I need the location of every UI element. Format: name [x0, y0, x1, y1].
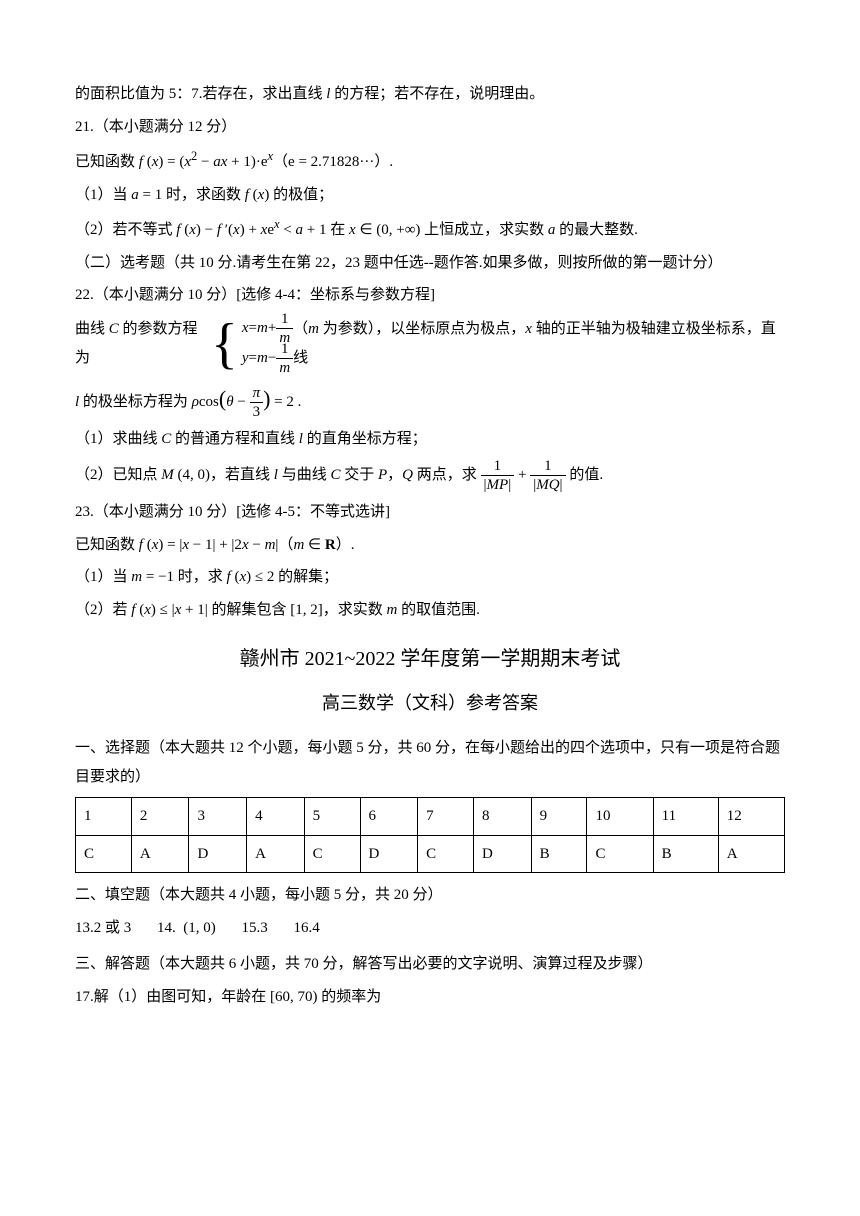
fb-13: 13.2 或 3	[75, 920, 131, 936]
q21-function: 已知函数 f (x) = (x2 − ax + 1)·ex（e = 2.7182…	[75, 145, 785, 177]
table-row-answers: CAD ACD CDB CBA	[76, 835, 785, 873]
q22-header: 22.（本小题满分 10 分）[选修 4-4：坐标系与参数方程]	[75, 281, 785, 310]
q22-part2: （2）已知点 M (4, 0)，若直线 l 与曲线 C 交于 P，Q 两点，求 …	[75, 457, 785, 494]
q22-equations: x = m + 1m y = m − 1m	[242, 314, 293, 374]
section-2-intro: （二）选考题（共 10 分.请考生在第 22，23 题中任选--题作答.如果多做…	[75, 249, 785, 278]
q22-pretext: 曲线 C 的参数方程为	[75, 315, 211, 372]
q23-part2: （2）若 f (x) ≤ |x + 1| 的解集包含 [1, 2]，求实数 m …	[75, 596, 785, 625]
fb-14: 14. (1, 0)	[157, 920, 216, 936]
table-row-nums: 123 456 789 101112	[76, 798, 785, 836]
section-3-solve: 三、解答题（本大题共 6 小题，共 70 分，解答写出必要的文字说明、演算过程及…	[75, 950, 785, 979]
left-brace-icon: {	[211, 316, 238, 372]
answer-table: 123 456 789 101112 CAD ACD CDB CBA	[75, 797, 785, 873]
q23-function: 已知函数 f (x) = |x − 1| + |2x − m|（m ∈ R）.	[75, 531, 785, 560]
q22-polar: l 的极坐标方程为 ρcos(θ − π3) = 2 .	[75, 378, 785, 421]
q21-part1: （1）当 a = 1 时，求函数 f (x) 的极值；	[75, 181, 785, 210]
section-1-choice: 一、选择题（本大题共 12 个小题，每小题 5 分，共 60 分，在每小题给出的…	[75, 734, 785, 791]
q21-part2: （2）若不等式 f (x) − f ′(x) + xex < a + 1 在 x…	[75, 213, 785, 245]
section-2-fill: 二、填空题（本大题共 4 小题，每小题 5 分，共 20 分）	[75, 881, 785, 910]
answer-key-subtitle: 高三数学（文科）参考答案	[75, 686, 785, 720]
q20-trailing: 的面积比值为 5：7.若存在，求出直线 l 的方程；若不存在，说明理由。	[75, 80, 785, 109]
q17-solution: 17.解（1）由图可知，年龄在 [60, 70) 的频率为	[75, 983, 785, 1012]
fb-15: 15.3	[242, 920, 268, 936]
q22-part1: （1）求曲线 C 的普通方程和直线 l 的直角坐标方程；	[75, 425, 785, 454]
fill-blank-answers: 13.2 或 3 14. (1, 0) 15.3 16.4	[75, 914, 785, 943]
q23-header: 23.（本小题满分 10 分）[选修 4-5：不等式选讲]	[75, 498, 785, 527]
q21-header: 21.（本小题满分 12 分）	[75, 113, 785, 142]
q23-part1: （1）当 m = −1 时，求 f (x) ≤ 2 的解集；	[75, 563, 785, 592]
answer-key-title: 赣州市 2021~2022 学年度第一学期期末考试	[75, 640, 785, 678]
fb-16: 16.4	[294, 920, 320, 936]
q22-system: 曲线 C 的参数方程为 { x = m + 1m y = m − 1m （m 为…	[75, 314, 785, 374]
q22-posttext: （m 为参数），以坐标原点为极点，x 轴的正半轴为极轴建立极坐标系，直线	[293, 315, 785, 372]
